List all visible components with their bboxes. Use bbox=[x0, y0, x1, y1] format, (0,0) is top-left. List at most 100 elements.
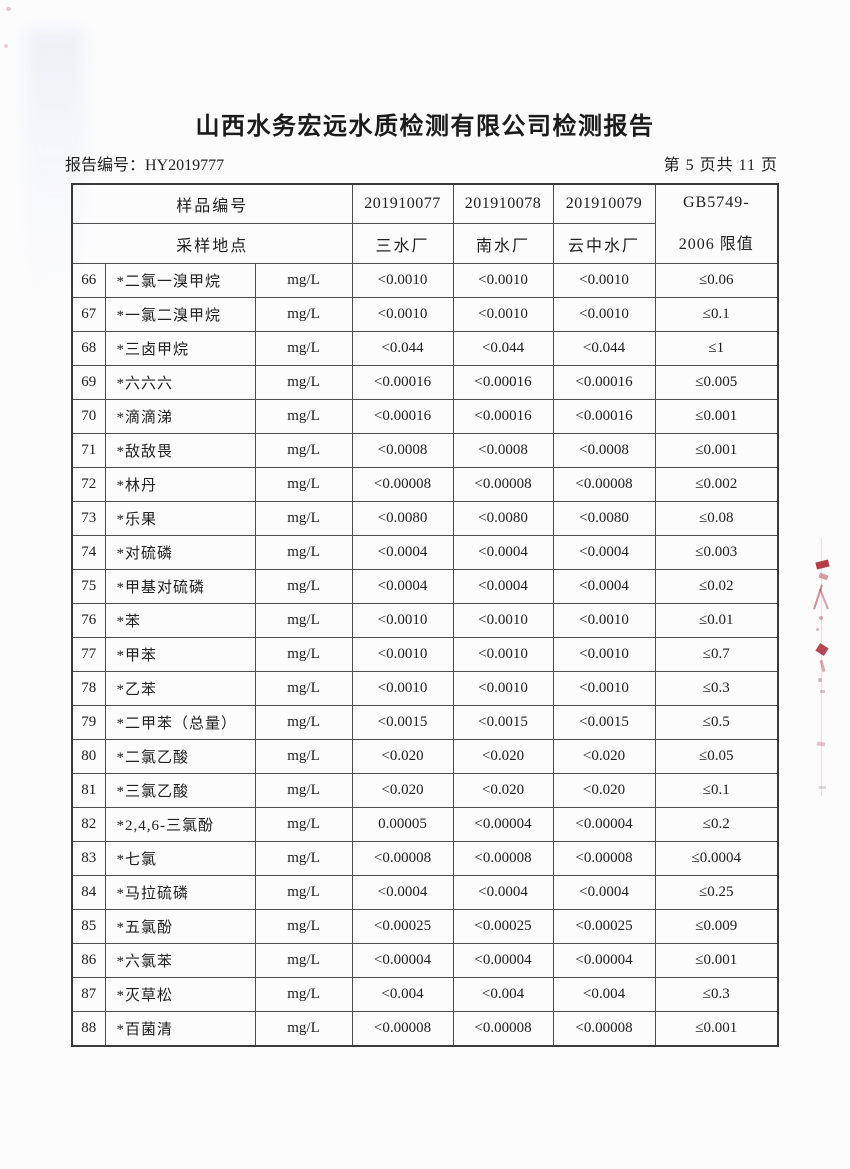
unit: mg/L bbox=[254, 671, 353, 706]
table-row: 67 *一氯二溴甲烷 mg/L <0.0010 <0.0010 <0.0010 ≤0.1 bbox=[71, 297, 779, 332]
unit: mg/L bbox=[254, 739, 353, 774]
limit-value: ≤0.25 bbox=[654, 875, 779, 910]
table-row: 78 *乙苯 mg/L <0.0010 <0.0010 <0.0010 ≤0.3 bbox=[71, 671, 779, 706]
limit-column-header: GB5749- 2006 限值 bbox=[654, 183, 779, 264]
unit: mg/L bbox=[254, 773, 353, 808]
table-row: 80 *二氯乙酸 mg/L <0.020 <0.020 <0.020 ≤0.05 bbox=[71, 739, 779, 774]
report-number: 报告编号：HY2019777 bbox=[65, 151, 224, 175]
value-201910077: <0.0004 bbox=[351, 535, 454, 570]
value-201910077: <0.00025 bbox=[351, 909, 454, 944]
table-row: 86 *六氯苯 mg/L <0.00004 <0.00004 <0.00004 ≤0.001 bbox=[71, 943, 779, 978]
unit: mg/L bbox=[254, 433, 353, 468]
parameter-name: *乐果 bbox=[104, 501, 256, 536]
row-number: 80 bbox=[71, 739, 106, 774]
unit: mg/L bbox=[254, 603, 353, 638]
value-201910078: <0.0010 bbox=[452, 637, 554, 672]
limit-value: ≤0.05 bbox=[654, 739, 779, 774]
value-201910079: <0.00004 bbox=[552, 943, 656, 978]
parameter-name: *二甲苯（总量） bbox=[104, 705, 256, 740]
header-row-sample-id: 样品编号 201910077 201910078 201910079 GB574… bbox=[71, 183, 779, 264]
row-number: 70 bbox=[71, 399, 106, 434]
limit-value: ≤0.2 bbox=[654, 807, 779, 842]
row-number: 74 bbox=[71, 535, 106, 570]
value-201910079: <0.020 bbox=[552, 773, 656, 808]
row-number: 82 bbox=[71, 807, 106, 842]
table-row: 73 *乐果 mg/L <0.0080 <0.0080 <0.0080 ≤0.08 bbox=[71, 501, 779, 536]
parameter-name: *六六六 bbox=[104, 365, 256, 400]
limit-value: ≤0.001 bbox=[654, 399, 779, 434]
table-row: 87 *灭草松 mg/L <0.004 <0.004 <0.004 ≤0.3 bbox=[71, 977, 779, 1012]
table-row: 66 *二氯一溴甲烷 mg/L <0.0010 <0.0010 <0.0010 ≤0.06 bbox=[71, 263, 779, 298]
value-201910078: <0.0004 bbox=[452, 875, 554, 910]
parameter-name: *对硫磷 bbox=[104, 535, 256, 570]
location-3: 云中水厂 bbox=[552, 223, 656, 264]
unit: mg/L bbox=[254, 841, 353, 876]
location-2: 南水厂 bbox=[452, 223, 554, 264]
value-201910078: <0.0015 bbox=[452, 705, 554, 740]
value-201910078: <0.0004 bbox=[452, 535, 554, 570]
limit-value: ≤0.001 bbox=[654, 1011, 779, 1046]
row-number: 79 bbox=[71, 705, 106, 740]
table-row: 83 *七氯 mg/L <0.00008 <0.00008 <0.00008 ≤0.0004 bbox=[71, 841, 779, 876]
scan-crease-line bbox=[821, 538, 822, 796]
limit-value: ≤0.0004 bbox=[654, 841, 779, 876]
unit: mg/L bbox=[254, 501, 353, 536]
value-201910078: <0.020 bbox=[452, 773, 554, 808]
limit-value: ≤0.005 bbox=[654, 365, 779, 400]
parameter-name: *三氯乙酸 bbox=[104, 773, 256, 808]
unit: mg/L bbox=[254, 807, 353, 842]
limit-header-line2: 2006 限值 bbox=[678, 236, 754, 253]
table-row: 85 *五氯酚 mg/L <0.00025 <0.00025 <0.00025 ≤0.009 bbox=[71, 909, 779, 944]
value-201910077: <0.0010 bbox=[351, 297, 454, 332]
limit-value: ≤0.009 bbox=[654, 909, 779, 944]
value-201910077: <0.0010 bbox=[351, 263, 454, 298]
row-number: 84 bbox=[71, 875, 106, 910]
value-201910077: <0.00008 bbox=[351, 467, 454, 502]
value-201910079: <0.00004 bbox=[552, 807, 656, 842]
row-number: 81 bbox=[71, 773, 106, 808]
limit-header-line1: GB5749- bbox=[682, 194, 750, 211]
table-row: 74 *对硫磷 mg/L <0.0004 <0.0004 <0.0004 ≤0.003 bbox=[71, 535, 779, 570]
value-201910077: <0.0015 bbox=[351, 705, 454, 740]
page-indicator: 第 5 页共 11 页 bbox=[663, 157, 778, 174]
table-row: 82 *2,4,6-三氯酚 mg/L 0.00005 <0.00004 <0.00004 ≤… bbox=[71, 807, 779, 842]
unit: mg/L bbox=[254, 365, 353, 400]
unit: mg/L bbox=[254, 909, 353, 944]
limit-value: ≤0.002 bbox=[654, 467, 779, 502]
value-201910079: <0.0004 bbox=[552, 875, 656, 910]
parameter-name: *马拉硫磷 bbox=[104, 875, 256, 910]
parameter-name: *甲基对硫磷 bbox=[104, 569, 256, 604]
table-row: 69 *六六六 mg/L <0.00016 <0.00016 <0.00016 ≤0.005 bbox=[71, 365, 779, 400]
value-201910077: <0.00004 bbox=[351, 943, 454, 978]
sample-id-2: 201910078 bbox=[452, 183, 554, 225]
value-201910079: <0.0010 bbox=[552, 671, 656, 706]
unit: mg/L bbox=[254, 467, 353, 502]
value-201910079: <0.004 bbox=[552, 977, 656, 1012]
value-201910078: <0.0010 bbox=[452, 671, 554, 706]
value-201910079: <0.0004 bbox=[552, 569, 656, 604]
limit-value: ≤0.02 bbox=[654, 569, 779, 604]
row-number: 73 bbox=[71, 501, 106, 536]
report-number-value: HY2019777 bbox=[145, 157, 225, 174]
limit-value: ≤0.01 bbox=[654, 603, 779, 638]
unit: mg/L bbox=[254, 875, 353, 910]
parameter-name: *六氯苯 bbox=[104, 943, 256, 978]
location-label: 采样地点 bbox=[71, 223, 353, 264]
value-201910077: <0.00008 bbox=[351, 1011, 454, 1046]
value-201910077: <0.0004 bbox=[351, 875, 454, 910]
value-201910079: <0.00008 bbox=[552, 1011, 656, 1046]
value-201910078: <0.044 bbox=[452, 331, 554, 366]
value-201910079: <0.020 bbox=[552, 739, 656, 774]
value-201910078: <0.00016 bbox=[452, 399, 554, 434]
parameter-name: *五氯酚 bbox=[104, 909, 256, 944]
table-row: 71 *敌敌畏 mg/L <0.0008 <0.0008 <0.0008 ≤0.001 bbox=[71, 433, 779, 468]
value-201910079: <0.0010 bbox=[552, 637, 656, 672]
value-201910077: <0.0080 bbox=[351, 501, 454, 536]
row-number: 68 bbox=[71, 331, 106, 366]
value-201910079: <0.044 bbox=[552, 331, 656, 366]
value-201910077: <0.0008 bbox=[351, 433, 454, 468]
parameter-name: *灭草松 bbox=[104, 977, 256, 1012]
table-row: 84 *马拉硫磷 mg/L <0.0004 <0.0004 <0.0004 ≤0.25 bbox=[71, 875, 779, 910]
results-table: 样品编号 201910077 201910078 201910079 GB574… bbox=[71, 183, 780, 1047]
value-201910078: <0.0010 bbox=[452, 297, 554, 332]
